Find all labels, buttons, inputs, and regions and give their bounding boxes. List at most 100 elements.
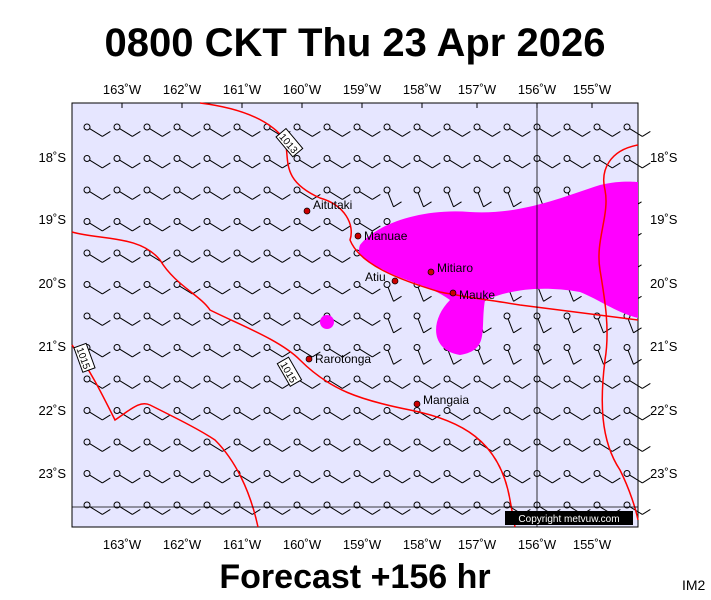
barb-staff: [89, 506, 103, 515]
wind-barb: [353, 312, 381, 326]
barb-staff: [359, 380, 373, 389]
barb-staff: [239, 222, 253, 232]
barb-station: [293, 123, 301, 131]
barb-station: [563, 470, 571, 477]
barb-station: [563, 438, 571, 446]
lon-label-top: 161˚W: [223, 82, 262, 97]
barb-staff: [417, 287, 424, 302]
barb-staff: [359, 506, 373, 515]
wind-barb: [203, 155, 231, 169]
lat-label-left: 19˚S: [39, 212, 67, 227]
barb-feather: [462, 508, 471, 515]
barb-feather: [312, 225, 321, 232]
barb-staff: [507, 318, 514, 333]
barb-station: [263, 186, 271, 194]
barb-station: [383, 407, 391, 414]
lat-label-left: 21˚S: [39, 339, 67, 354]
barb-feather: [282, 193, 291, 200]
barb-feather: [612, 162, 621, 169]
barb-feather: [483, 327, 492, 334]
barb-feather: [642, 382, 651, 389]
barb-feather: [102, 319, 111, 326]
barb-feather: [192, 351, 201, 358]
barb-feather: [582, 382, 591, 389]
title: 0800 CKT Thu 23 Apr 2026: [105, 21, 606, 65]
wind-barb: [353, 281, 381, 295]
wind-barb: [413, 312, 432, 334]
barb-station: [113, 312, 121, 320]
wind-barb: [563, 375, 591, 389]
wind-barb: [563, 470, 591, 484]
wind-barb: [233, 123, 261, 137]
barb-station: [473, 501, 481, 509]
wind-barb: [293, 312, 321, 326]
barb-feather: [552, 382, 561, 389]
barb-staff: [299, 380, 313, 389]
barb-feather: [132, 319, 141, 326]
barb-staff: [269, 222, 283, 232]
wind-barb: [503, 155, 531, 169]
barb-staff: [239, 191, 253, 200]
wind-barb: [263, 155, 291, 169]
barb-station: [173, 407, 181, 414]
barb-staff: [387, 318, 394, 333]
barb-staff: [149, 474, 163, 484]
barb-station: [383, 186, 391, 194]
barb-feather: [192, 382, 201, 389]
barb-staff: [329, 380, 343, 389]
lon-label-top: 163˚W: [103, 82, 142, 97]
wind-barb: [293, 249, 321, 263]
wind-barb: [113, 249, 141, 263]
barb-feather: [132, 130, 141, 137]
isobar-label-box: [276, 356, 303, 387]
barb-station: [563, 501, 571, 509]
barb-feather: [342, 445, 351, 452]
barb-feather: [102, 382, 111, 389]
barb-station: [143, 407, 151, 414]
barb-station: [263, 249, 271, 257]
barb-feather: [402, 414, 411, 421]
barb-station: [143, 155, 151, 162]
barb-staff: [389, 474, 403, 484]
barb-staff: [179, 348, 193, 358]
barb-station: [353, 186, 361, 194]
barb-feather: [513, 201, 522, 208]
barb-staff: [599, 159, 613, 169]
barb-staff: [539, 474, 553, 484]
barb-feather: [462, 414, 471, 421]
barb-feather: [423, 327, 432, 334]
barb-feather: [573, 327, 582, 334]
barb-staff: [479, 506, 493, 515]
barb-station: [413, 155, 421, 162]
barb-feather: [462, 162, 471, 169]
barb-station: [623, 407, 631, 414]
lon-label-bottom: 158˚W: [403, 537, 442, 552]
barb-staff: [119, 348, 133, 358]
barb-feather: [162, 445, 171, 452]
barb-feather: [393, 295, 402, 302]
barb-feather: [552, 130, 561, 137]
wind-barb: [353, 186, 381, 200]
barb-staff: [387, 192, 394, 207]
wind-barb: [383, 281, 402, 302]
barb-staff: [269, 159, 283, 169]
barb-station: [293, 281, 301, 288]
wind-barb: [263, 407, 291, 421]
barb-station: [623, 375, 631, 383]
wind-barb: [143, 312, 171, 326]
barb-feather: [132, 225, 141, 232]
barb-station: [143, 218, 151, 225]
barb-station: [383, 438, 391, 446]
barb-feather: [393, 327, 402, 334]
barb-staff: [329, 128, 343, 137]
barb-station: [293, 344, 301, 351]
barb-feather: [102, 162, 111, 169]
barb-station: [353, 123, 361, 131]
barb-station: [83, 249, 91, 257]
barb-staff: [477, 350, 484, 365]
barb-station: [443, 407, 451, 414]
wind-barb: [323, 407, 351, 421]
lat-label-right: 22˚S: [650, 403, 678, 418]
barb-station: [203, 407, 211, 414]
